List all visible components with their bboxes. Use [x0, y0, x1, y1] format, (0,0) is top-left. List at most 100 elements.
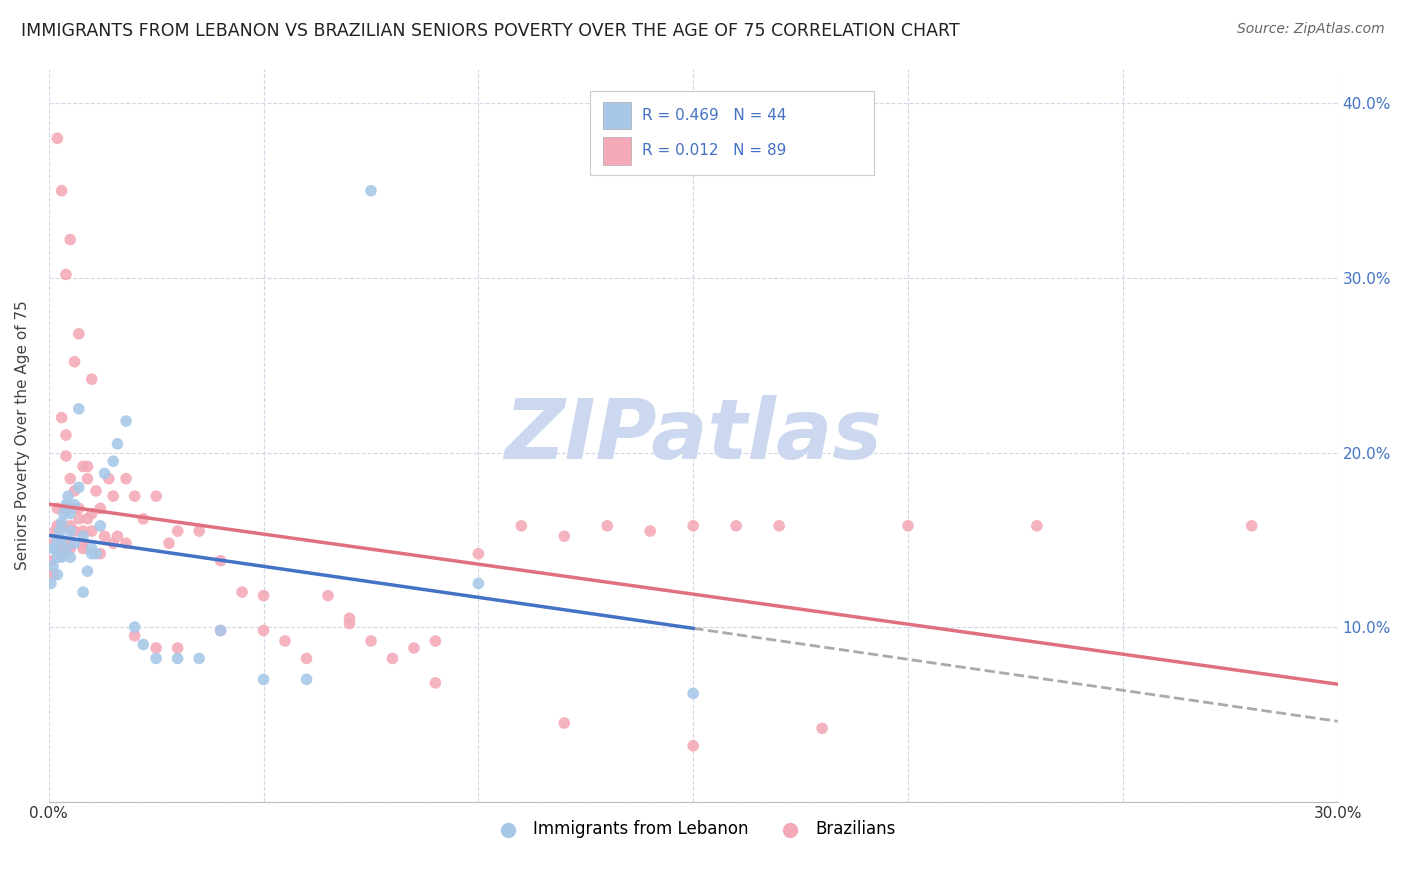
Point — [46, 518, 69, 533]
FancyBboxPatch shape — [603, 102, 631, 129]
Point — [682, 518, 704, 533]
Point — [46, 567, 69, 582]
Point — [274, 634, 297, 648]
Point — [89, 547, 111, 561]
Point — [42, 558, 65, 573]
Point — [59, 518, 82, 533]
Point — [425, 676, 447, 690]
Point — [76, 472, 98, 486]
Point — [89, 518, 111, 533]
Text: IMMIGRANTS FROM LEBANON VS BRAZILIAN SENIORS POVERTY OVER THE AGE OF 75 CORRELAT: IMMIGRANTS FROM LEBANON VS BRAZILIAN SEN… — [21, 22, 960, 40]
Point — [51, 516, 73, 530]
Point — [510, 518, 533, 533]
Point — [360, 184, 382, 198]
Point — [63, 498, 86, 512]
Point — [59, 472, 82, 486]
Point — [42, 536, 65, 550]
Point — [51, 533, 73, 547]
Text: R = 0.469   N = 44: R = 0.469 N = 44 — [641, 108, 786, 123]
Point — [63, 355, 86, 369]
Point — [381, 651, 404, 665]
Point — [115, 536, 138, 550]
Point — [316, 589, 339, 603]
Point — [72, 585, 94, 599]
Point — [51, 410, 73, 425]
Point — [209, 554, 232, 568]
Point — [1240, 518, 1263, 533]
Point — [46, 131, 69, 145]
Point — [84, 547, 107, 561]
Point — [46, 529, 69, 543]
Point — [76, 459, 98, 474]
Point — [132, 638, 155, 652]
Point — [402, 640, 425, 655]
Point — [467, 547, 489, 561]
Point — [51, 550, 73, 565]
Point — [67, 480, 90, 494]
Point — [682, 686, 704, 700]
Point — [51, 541, 73, 556]
Point — [72, 524, 94, 538]
Point — [46, 501, 69, 516]
Point — [39, 554, 62, 568]
Point — [55, 268, 77, 282]
Point — [51, 184, 73, 198]
Point — [897, 518, 920, 533]
Point — [1025, 518, 1047, 533]
Point — [51, 536, 73, 550]
Point — [145, 651, 167, 665]
Point — [55, 541, 77, 556]
Point — [553, 716, 575, 731]
Point — [467, 576, 489, 591]
Point — [59, 507, 82, 521]
Point — [339, 616, 361, 631]
Point — [768, 518, 790, 533]
Point — [67, 326, 90, 341]
Point — [51, 547, 73, 561]
Point — [188, 651, 211, 665]
Point — [725, 518, 748, 533]
Point — [80, 372, 103, 386]
Point — [84, 483, 107, 498]
Point — [360, 634, 382, 648]
Point — [55, 498, 77, 512]
Point — [56, 489, 79, 503]
Point — [46, 550, 69, 565]
Point — [55, 501, 77, 516]
Point — [596, 518, 619, 533]
Point — [124, 489, 146, 503]
Point — [59, 541, 82, 556]
Point — [124, 620, 146, 634]
Point — [59, 524, 82, 538]
Point — [72, 536, 94, 550]
Point — [638, 524, 661, 538]
Point — [44, 541, 66, 556]
Text: R = 0.012   N = 89: R = 0.012 N = 89 — [641, 143, 786, 158]
Point — [103, 489, 125, 503]
Point — [42, 567, 65, 582]
Point — [124, 629, 146, 643]
Point — [209, 624, 232, 638]
Point — [145, 640, 167, 655]
Legend: Immigrants from Lebanon, Brazilians: Immigrants from Lebanon, Brazilians — [485, 814, 903, 845]
Point — [46, 541, 69, 556]
Point — [103, 454, 125, 468]
Point — [252, 673, 274, 687]
FancyBboxPatch shape — [591, 90, 873, 175]
Point — [44, 524, 66, 538]
Point — [166, 651, 188, 665]
Point — [59, 233, 82, 247]
Point — [55, 428, 77, 442]
Point — [115, 472, 138, 486]
Point — [295, 673, 318, 687]
Point — [157, 536, 180, 550]
Point — [425, 634, 447, 648]
Point — [55, 449, 77, 463]
Text: ZIPatlas: ZIPatlas — [505, 394, 882, 475]
Point — [339, 611, 361, 625]
Point — [72, 541, 94, 556]
Point — [42, 541, 65, 556]
Point — [67, 501, 90, 516]
Point — [76, 564, 98, 578]
Point — [231, 585, 253, 599]
